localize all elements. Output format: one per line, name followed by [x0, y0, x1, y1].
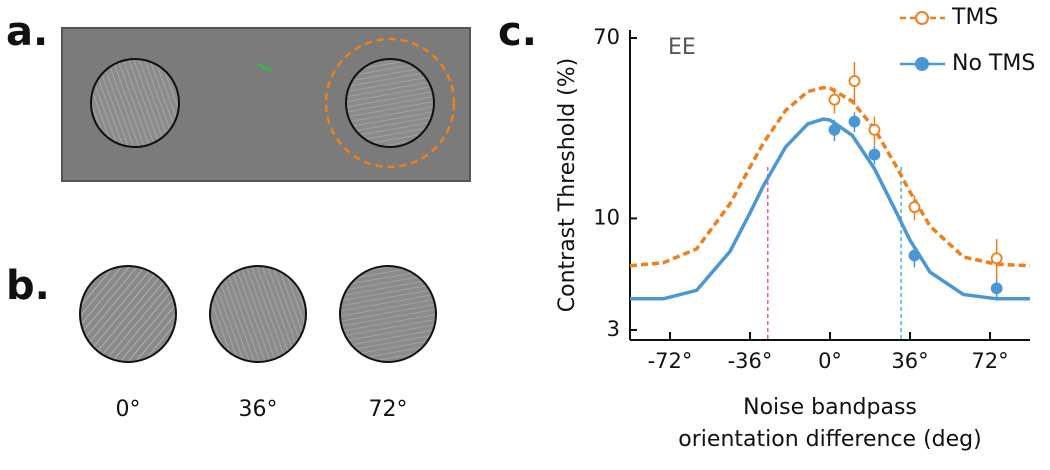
subject-label: EE — [668, 35, 696, 60]
fixation-arrow — [256, 62, 273, 73]
y-tick-label: 3 — [607, 317, 620, 341]
x-tick-label: -36° — [728, 349, 773, 373]
data-point — [908, 201, 921, 213]
data-point — [990, 252, 1003, 265]
stimulus — [345, 58, 435, 148]
y-axis-title: Contrast Threshold (%) — [555, 58, 580, 312]
y-tick-label: 10 — [593, 205, 620, 229]
stimulus-label: 0° — [116, 397, 141, 422]
x-tick-label: 36° — [891, 349, 928, 373]
stimulus-label: 36° — [239, 397, 278, 422]
fit-curve — [629, 85, 1031, 268]
data-point — [848, 115, 861, 128]
x-tick-label: 72° — [971, 349, 1008, 373]
legend-label: TMS — [951, 5, 998, 30]
data-point — [868, 148, 881, 161]
x-axis-title: orientation difference (deg) — [678, 427, 981, 452]
stimulus-label: 72° — [369, 397, 408, 422]
stimulus — [209, 265, 307, 363]
panel-label: c. — [498, 9, 537, 55]
data-point — [908, 249, 921, 262]
stimulus — [90, 58, 180, 148]
tms-region — [324, 37, 456, 169]
x-tick-label: -72° — [648, 349, 693, 373]
data-point — [828, 123, 841, 136]
panel-label: b. — [6, 263, 50, 309]
data-point — [848, 75, 861, 87]
fit-curve — [630, 117, 1030, 301]
legend-label: No TMS — [952, 51, 1035, 76]
stimulus — [79, 265, 177, 363]
legend-marker — [915, 57, 929, 71]
data-point — [828, 93, 841, 106]
data-point — [868, 123, 881, 136]
data-point — [990, 282, 1003, 295]
x-axis-title: Noise bandpass — [743, 395, 917, 420]
x-tick-label: 0° — [818, 349, 842, 373]
y-tick-label: 70 — [593, 25, 620, 49]
panel-label: a. — [6, 9, 48, 55]
stimulus — [339, 265, 437, 363]
legend-marker — [915, 11, 929, 25]
